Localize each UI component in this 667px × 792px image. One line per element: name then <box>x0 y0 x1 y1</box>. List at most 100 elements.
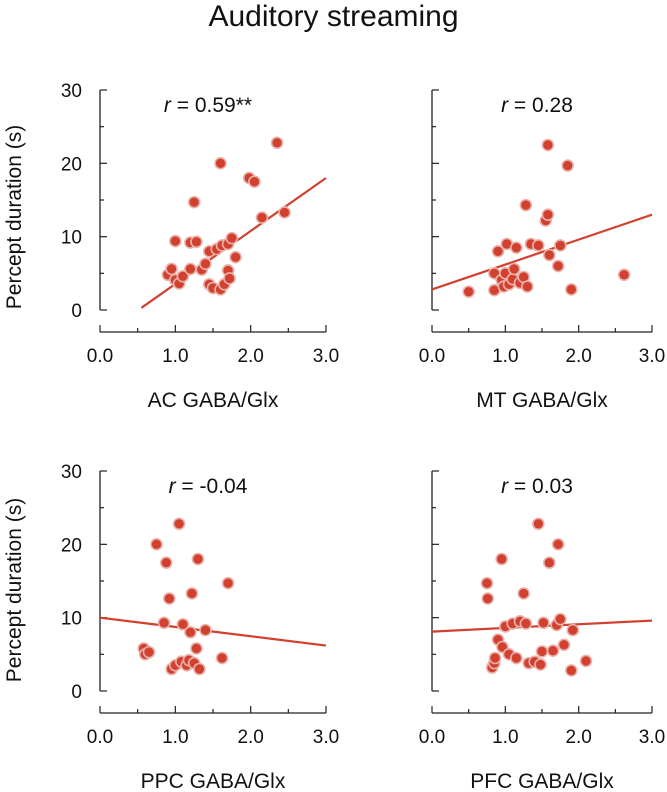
panel-1-data-point <box>214 157 227 170</box>
panel-2-data-point <box>521 280 534 293</box>
panel-4-data-point <box>488 651 502 665</box>
panel-1-x-axis-label: AC GABA/Glx <box>148 389 279 412</box>
panel-1-data-point <box>199 257 212 271</box>
panel-1-annotation-value: = 0.59** <box>171 94 252 117</box>
panel-3-data-point <box>199 623 212 637</box>
panel-2-data-point <box>507 262 521 276</box>
panel-4-data-point <box>565 664 578 677</box>
panel-1-data-point <box>187 195 201 209</box>
panel-4-data-point <box>566 623 580 637</box>
panel-2-data-point <box>561 159 574 172</box>
panel-4-x-tick-label: 2.0 <box>565 727 591 748</box>
panel-3-x-tick-label: 0.0 <box>87 727 113 748</box>
panel-3-y-tick-label: 30 <box>61 462 82 483</box>
panel-2-x-tick-label: 2.0 <box>565 346 591 367</box>
panel-4-data-point <box>579 654 593 668</box>
panel-3-annotation-value: = -0.04 <box>176 475 248 498</box>
panel-3-data-point <box>190 642 203 655</box>
panel-1-y-tick-label: 0 <box>71 301 82 322</box>
panel-3-regression-line <box>99 616 327 647</box>
panel-4-data-point <box>519 617 533 630</box>
panel-3-data-point <box>176 617 190 631</box>
panel-3-correlation-annotation: r = -0.04 <box>169 475 248 498</box>
panel-2-correlation-annotation: r = 0.28 <box>501 94 573 117</box>
panel-4-data-point <box>543 556 556 569</box>
panel-4-data-point <box>551 538 565 551</box>
panel-3-data-point <box>221 576 235 590</box>
panel-2-annotation-r-symbol: r <box>501 94 509 117</box>
panel-2-annotation-value: = 0.28 <box>508 94 573 117</box>
panel-3-annotation-r-symbol: r <box>169 475 177 498</box>
panel-4: 0.0 1.0 2.0 3.0 PFC GABA/Glx r = 0.03 <box>419 470 665 792</box>
panel-4-x-axis-label: PFC GABA/Glx <box>470 770 614 792</box>
panel-2-data-point <box>491 245 505 258</box>
panel-2-data-point <box>541 138 555 152</box>
panel-3-data-point <box>215 651 229 665</box>
panel-3-data-point <box>163 592 176 605</box>
panel-2-x-tick-label: 3.0 <box>639 346 665 367</box>
panel-2: 0.0 1.0 2.0 3.0 MT GABA/Glx r = 0.28 <box>419 89 665 412</box>
panel-1: 0 10 20 30 0.0 1.0 2.0 3.0 AC GABA/Glx r = 0.59** <box>61 81 339 412</box>
panel-2-data-point <box>462 285 475 298</box>
panel-2-regression-line <box>431 213 653 291</box>
panel-4-data-point <box>534 658 547 671</box>
panel-1-data-point <box>278 206 291 219</box>
panel-4-data-point <box>546 644 560 657</box>
panel-1-x-tick-label: 1.0 <box>162 346 188 367</box>
panel-3-data-point <box>142 645 156 659</box>
panel-2-data-point <box>519 198 533 212</box>
panel-4-data-point <box>537 616 550 630</box>
panel-3: 0 10 20 30 0.0 1.0 2.0 3.0 PPC GABA/Glx r = -0.04 <box>61 462 339 792</box>
panel-3-data-point <box>157 616 171 630</box>
panel-1-y-tick-label: 30 <box>61 81 82 102</box>
panel-4-x-tick-label: 1.0 <box>492 727 518 748</box>
panel-1-data-point <box>176 269 190 283</box>
panel-4-annotation-r-symbol: r <box>501 475 509 498</box>
panel-3-x-axis-label: PPC GABA/Glx <box>141 770 286 792</box>
panel-3-data-point <box>184 626 197 639</box>
panel-2-data-point <box>532 239 545 252</box>
panel-3-x-tick-label: 1.0 <box>162 727 188 748</box>
panel-1-annotation-r-symbol: r <box>164 94 172 117</box>
panel-2-data-point <box>617 268 631 282</box>
panel-1-x-tick-label: 3.0 <box>313 346 339 367</box>
panel-3-y-tick-label: 10 <box>61 609 82 630</box>
panel-4-data-point <box>554 612 567 626</box>
panel-1-x-tick-label: 0.0 <box>87 346 113 367</box>
panel-2-x-tick-label: 1.0 <box>492 346 518 367</box>
panel-4-data-point <box>510 651 523 665</box>
panel-3-data-point <box>159 556 173 569</box>
panel-1-data-point <box>223 272 236 285</box>
panel-2-data-point <box>510 241 523 254</box>
panel-1-data-point <box>255 211 269 224</box>
figure-title: Auditory streaming <box>208 0 459 33</box>
panel-4-x-tick-label: 0.0 <box>419 727 445 748</box>
panel-2-x-axis-label: MT GABA/Glx <box>476 389 608 412</box>
panel-4-data-point <box>535 645 549 658</box>
panel-3-data-point <box>172 517 186 531</box>
panel-1-data-point <box>165 262 178 276</box>
panel-1-correlation-annotation: r = 0.59** <box>164 94 252 117</box>
panel-4-data-point <box>495 552 508 566</box>
panel-2-data-point <box>551 259 565 273</box>
panel-3-x-tick-label: 2.0 <box>237 727 263 748</box>
panel-1-data-point <box>229 250 242 264</box>
panel-4-data-point <box>532 517 545 531</box>
panel-4-x-tick-label: 3.0 <box>639 727 665 748</box>
panel-1-data-point <box>190 235 203 249</box>
panel-2-data-point <box>543 248 556 262</box>
panel-4-data-point <box>481 592 495 605</box>
panel-4-data-point <box>557 638 571 652</box>
panel-1-data-point <box>169 234 182 248</box>
panel-2-x-tick-label: 0.0 <box>419 346 445 367</box>
panel-1-data-point <box>270 136 284 150</box>
panel-1-data-point <box>225 231 239 245</box>
panel-1-y-tick-label: 10 <box>61 228 82 249</box>
panel-3-y-tick-label: 0 <box>71 682 82 703</box>
panel-1-data-point <box>248 175 261 188</box>
panel-3-data-point <box>193 662 206 676</box>
panel-3-data-point <box>185 587 199 600</box>
panel-4-correlation-annotation: r = 0.03 <box>501 475 573 498</box>
panel-3-data-point <box>150 538 163 551</box>
